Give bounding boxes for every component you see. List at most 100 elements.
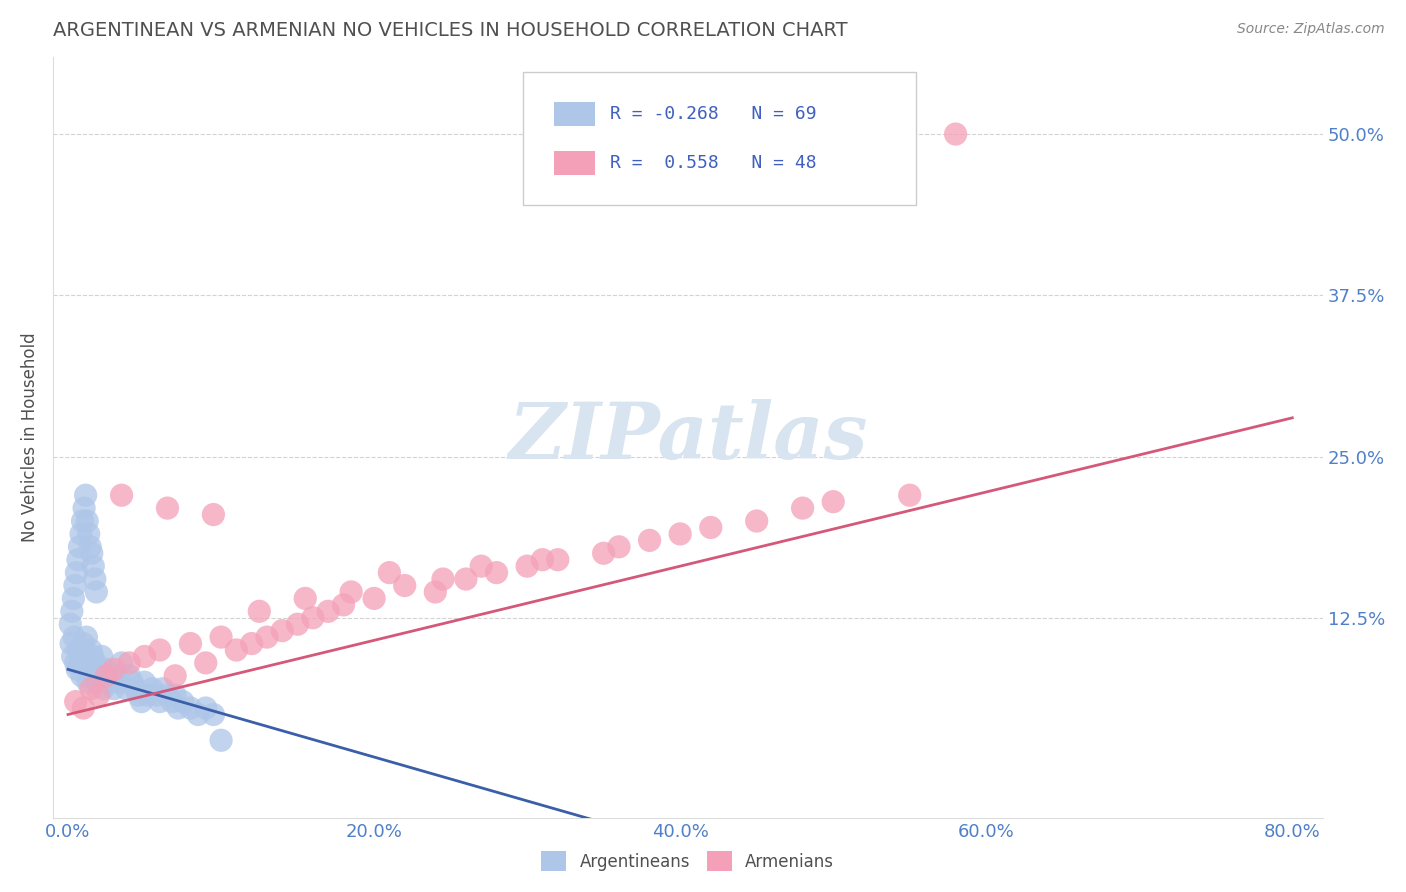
Point: [247, 604, 270, 618]
Point: [63, 578, 86, 592]
Point: [136, 688, 159, 702]
Point: [516, 559, 538, 574]
Point: [149, 695, 172, 709]
Point: [103, 662, 125, 676]
Point: [425, 585, 447, 599]
Point: [156, 688, 179, 702]
Point: [72, 636, 94, 650]
Point: [118, 656, 141, 670]
Point: [194, 656, 217, 670]
Text: R =  0.558   N = 48: R = 0.558 N = 48: [610, 154, 817, 172]
Point: [103, 681, 125, 696]
Point: [669, 527, 692, 541]
Point: [131, 695, 153, 709]
Point: [394, 578, 416, 592]
Point: [118, 669, 141, 683]
Point: [592, 546, 614, 560]
Point: [110, 656, 132, 670]
Point: [202, 508, 225, 522]
Point: [73, 501, 96, 516]
Point: [202, 707, 225, 722]
Point: [945, 127, 967, 141]
Point: [167, 701, 190, 715]
Point: [141, 681, 163, 696]
Point: [127, 688, 149, 702]
Point: [86, 585, 108, 599]
Point: [86, 675, 108, 690]
FancyBboxPatch shape: [523, 72, 917, 205]
Point: [134, 649, 156, 664]
Point: [256, 630, 278, 644]
Point: [316, 604, 339, 618]
Point: [72, 701, 94, 715]
Point: [160, 695, 183, 709]
Point: [82, 649, 104, 664]
Point: [531, 552, 554, 566]
Point: [73, 656, 96, 670]
Point: [65, 656, 87, 670]
Point: [745, 514, 768, 528]
Point: [179, 701, 201, 715]
Point: [121, 675, 143, 690]
Point: [89, 669, 111, 683]
Point: [62, 649, 84, 664]
Point: [149, 643, 172, 657]
Point: [60, 604, 83, 618]
Text: ARGENTINEAN VS ARMENIAN NO VEHICLES IN HOUSEHOLD CORRELATION CHART: ARGENTINEAN VS ARMENIAN NO VEHICLES IN H…: [52, 21, 848, 40]
Point: [75, 488, 97, 502]
Point: [240, 636, 263, 650]
Point: [66, 552, 89, 566]
Point: [271, 624, 294, 638]
Point: [60, 636, 83, 650]
Point: [65, 695, 87, 709]
Point: [70, 527, 93, 541]
Point: [69, 540, 91, 554]
Point: [209, 630, 232, 644]
Point: [302, 611, 325, 625]
Point: [823, 494, 845, 508]
Point: [165, 688, 187, 702]
FancyBboxPatch shape: [554, 102, 595, 126]
Point: [63, 630, 86, 644]
Point: [187, 707, 209, 722]
Point: [77, 675, 100, 690]
Point: [547, 552, 569, 566]
Point: [792, 501, 814, 516]
Point: [124, 681, 146, 696]
Point: [638, 533, 661, 548]
Point: [70, 669, 93, 683]
Point: [607, 540, 630, 554]
Point: [80, 681, 103, 696]
Point: [165, 669, 187, 683]
Point: [75, 630, 97, 644]
Point: [87, 688, 110, 702]
Point: [77, 527, 100, 541]
Y-axis label: No Vehicles in Household: No Vehicles in Household: [21, 333, 39, 542]
Point: [80, 643, 103, 657]
Point: [700, 520, 723, 534]
Point: [87, 662, 110, 676]
Point: [66, 662, 89, 676]
Point: [83, 669, 105, 683]
Point: [432, 572, 454, 586]
Point: [454, 572, 477, 586]
Point: [96, 669, 118, 683]
Point: [294, 591, 316, 606]
Point: [69, 649, 91, 664]
Point: [340, 585, 363, 599]
Legend: Argentineans, Armenians: Argentineans, Armenians: [534, 844, 841, 878]
Point: [67, 643, 90, 657]
Point: [898, 488, 921, 502]
FancyBboxPatch shape: [554, 151, 595, 176]
Text: R = -0.268   N = 69: R = -0.268 N = 69: [610, 104, 817, 123]
Text: ZIPatlas: ZIPatlas: [508, 399, 868, 475]
Point: [84, 656, 107, 670]
Point: [378, 566, 401, 580]
Point: [79, 540, 101, 554]
Point: [65, 566, 87, 580]
Text: Source: ZipAtlas.com: Source: ZipAtlas.com: [1237, 22, 1385, 37]
Point: [59, 617, 82, 632]
Point: [485, 566, 508, 580]
Point: [363, 591, 385, 606]
Point: [79, 662, 101, 676]
